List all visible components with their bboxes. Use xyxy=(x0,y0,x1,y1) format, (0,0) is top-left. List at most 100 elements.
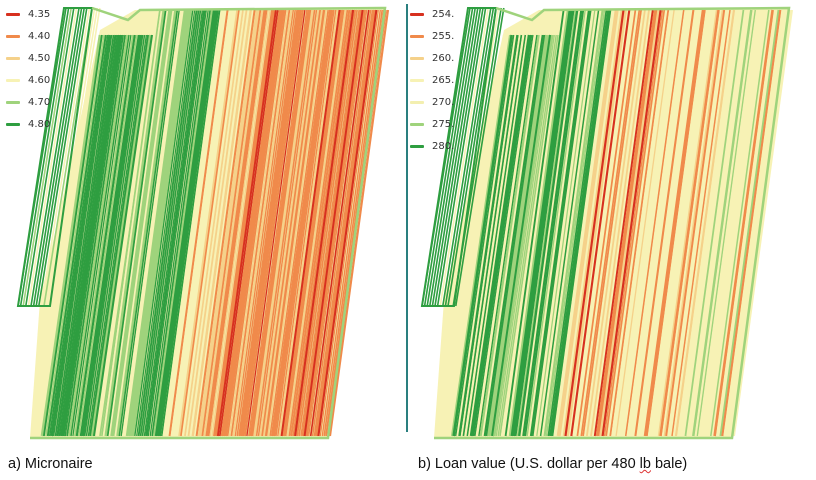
yield-strip xyxy=(288,9,349,437)
yield-strip xyxy=(628,9,689,437)
yield-strip xyxy=(520,9,581,437)
yield-strip xyxy=(508,9,569,437)
caption-loan-value: b) Loan value (U.S. dollar per 480 lb ba… xyxy=(418,456,687,472)
yield-strip xyxy=(580,9,641,437)
yield-strip xyxy=(180,9,241,437)
yield-strip xyxy=(120,9,180,437)
yield-strip xyxy=(22,7,72,307)
legend-label: 255. xyxy=(432,30,455,42)
legend-loan-value: 254. 255. 260. 265. 270. 275. 280. xyxy=(410,3,454,157)
yield-strip xyxy=(90,34,152,437)
yield-strip xyxy=(284,9,345,437)
yield-strip xyxy=(568,9,629,437)
yield-strip xyxy=(110,9,171,437)
yield-strip xyxy=(710,9,770,437)
yield-strip xyxy=(48,34,109,437)
yield-strip xyxy=(194,9,254,437)
yield-strip xyxy=(668,9,730,437)
yield-strip xyxy=(495,34,555,437)
yield-strip xyxy=(62,34,123,437)
legend-label: 270. xyxy=(432,96,455,108)
yield-strip xyxy=(104,9,166,437)
yield-strip xyxy=(638,9,699,437)
yield-strip xyxy=(426,7,476,307)
yield-strip xyxy=(184,9,244,437)
yield-strip xyxy=(244,9,304,437)
yield-strip xyxy=(707,9,769,437)
yield-strip xyxy=(269,9,329,437)
yield-strip xyxy=(646,9,706,437)
yield-strip xyxy=(261,9,322,437)
yield-strip xyxy=(172,9,233,437)
legend-item: 254. xyxy=(410,3,454,25)
yield-strip xyxy=(466,34,527,437)
yield-strip xyxy=(483,34,544,437)
yield-strip xyxy=(89,34,150,437)
legend-swatch xyxy=(6,78,20,82)
yield-strip xyxy=(249,9,311,437)
yield-strip xyxy=(145,9,206,437)
caption-loan-value-text-2: bale) xyxy=(650,456,688,472)
yield-strip xyxy=(165,9,225,437)
yield-strip xyxy=(248,9,308,437)
yield-strip xyxy=(615,9,675,437)
yield-strip xyxy=(603,9,664,437)
legend-swatch xyxy=(6,12,20,16)
yield-strip xyxy=(564,9,626,437)
yield-strip xyxy=(197,9,258,437)
yield-strip xyxy=(547,9,608,437)
yield-strip xyxy=(290,9,351,437)
yield-strip xyxy=(211,9,271,437)
yield-strip xyxy=(317,9,378,437)
yield-strip xyxy=(319,9,379,437)
yield-strip xyxy=(506,9,568,437)
yield-strip xyxy=(147,9,207,437)
yield-strip xyxy=(436,7,487,307)
yield-strip xyxy=(572,9,633,437)
yield-strip xyxy=(680,9,742,437)
yield-strip xyxy=(529,9,591,437)
legend-micronaire: 4.35 4.40 4.50 4.60 4.70 4.80 xyxy=(6,3,50,135)
yield-strip xyxy=(301,9,363,437)
yield-strip xyxy=(77,34,138,437)
yield-strip xyxy=(447,34,507,437)
yield-strip xyxy=(620,9,681,437)
caption-loan-value-text-1: b) Loan value (U.S. dollar per 480 xyxy=(418,456,640,472)
yield-strip xyxy=(38,7,88,307)
yield-strip xyxy=(272,9,334,437)
yield-strip xyxy=(512,9,574,437)
yield-strip xyxy=(46,34,107,437)
yield-strip xyxy=(123,9,185,437)
yield-strip xyxy=(663,9,724,437)
legend-item: 265. xyxy=(410,69,454,91)
yield-strip xyxy=(230,9,291,437)
yield-strip xyxy=(491,34,552,437)
yield-strip xyxy=(218,9,279,437)
yield-strip xyxy=(647,9,709,437)
legend-item: 4.40 xyxy=(6,25,50,47)
yield-strip xyxy=(582,9,643,437)
yield-strip xyxy=(607,9,668,437)
panel-micronaire: 4.35 4.40 4.50 4.60 4.70 4.80 a) Micronaire xyxy=(0,0,400,480)
yield-strip xyxy=(87,34,148,437)
yield-strip xyxy=(717,9,778,437)
yield-strip xyxy=(553,9,613,437)
yield-strip xyxy=(700,9,760,437)
yield-strip xyxy=(434,7,484,307)
yield-strip xyxy=(485,34,546,437)
yield-strip xyxy=(475,34,537,437)
yield-strip xyxy=(168,9,229,437)
yield-strip xyxy=(64,34,124,437)
yield-strip xyxy=(659,9,720,437)
yield-strip xyxy=(81,34,142,437)
yield-strip xyxy=(576,9,637,437)
yield-strip xyxy=(114,9,175,437)
yield-strip xyxy=(643,9,705,437)
yield-strip xyxy=(195,9,256,437)
yield-strip xyxy=(30,7,80,307)
yield-strip xyxy=(431,7,482,307)
legend-label: 275. xyxy=(432,118,455,130)
legend-item: 4.60 xyxy=(6,69,50,91)
yield-strip xyxy=(545,9,606,437)
yield-strip xyxy=(152,9,214,437)
